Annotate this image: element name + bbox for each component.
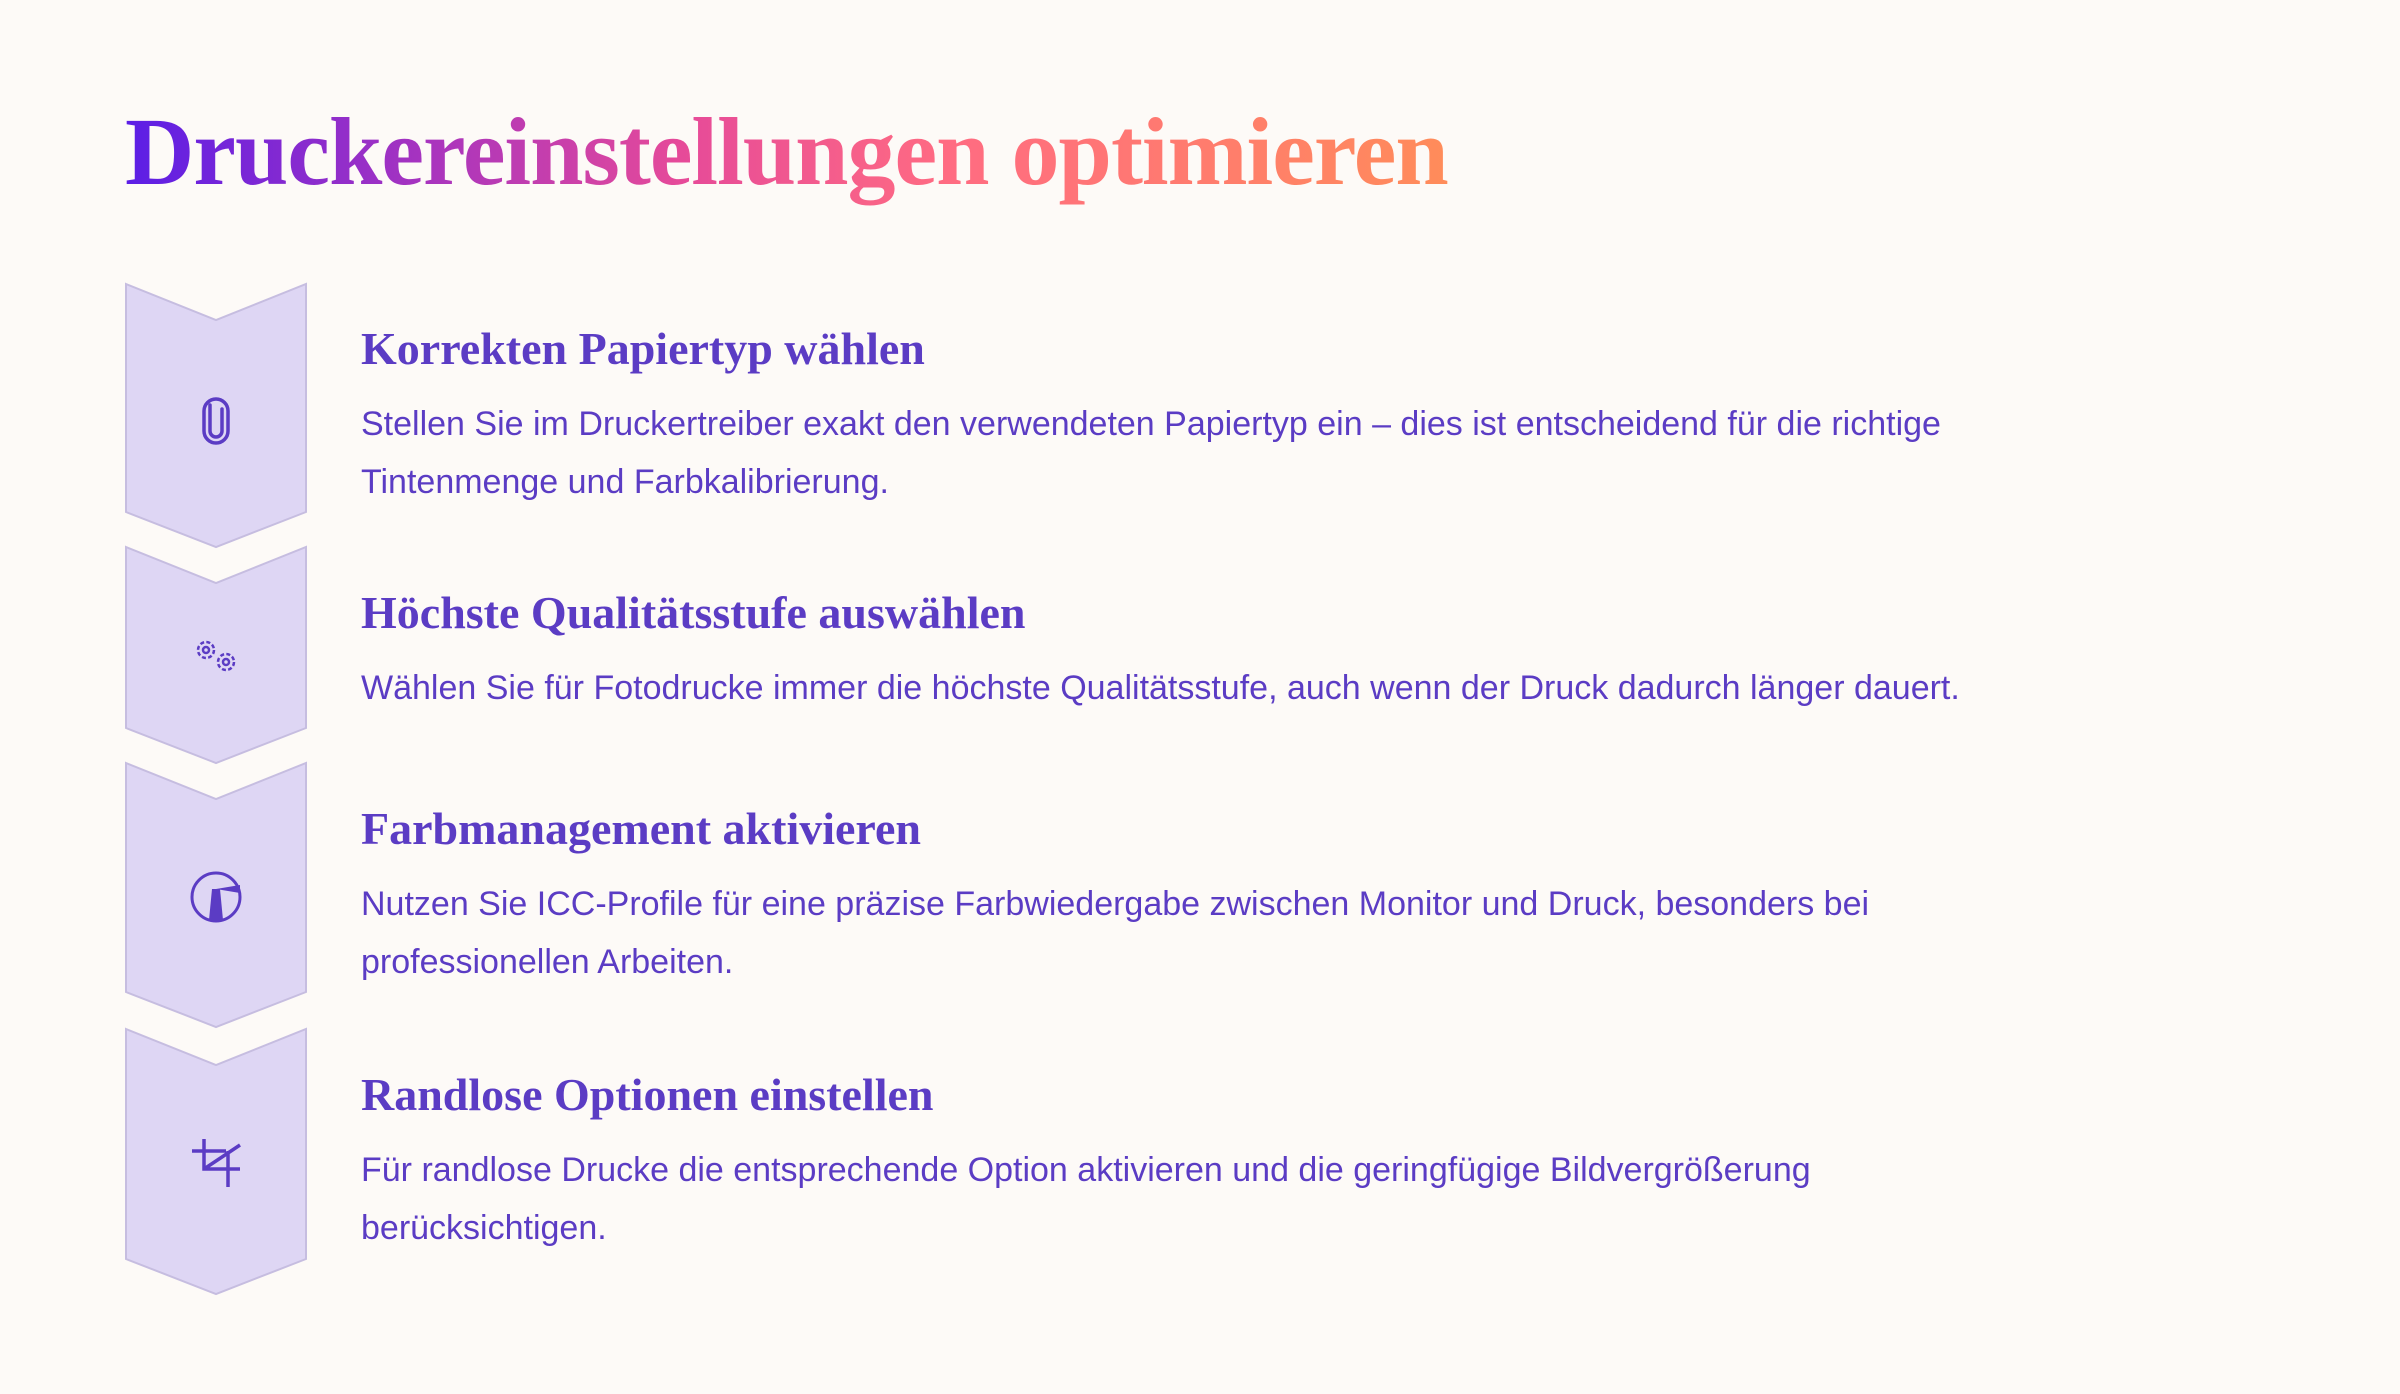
lighthouse-icon xyxy=(190,871,242,923)
step-description: Wählen Sie für Fotodrucke immer die höch… xyxy=(361,669,1960,707)
step-2-chevron xyxy=(125,545,307,765)
step-3-chevron xyxy=(125,761,307,1029)
step-2: Höchste Qualitätsstufe auswählen Wählen … xyxy=(361,585,2261,717)
step-description: Nutzen Sie ICC-Profile für eine präzise … xyxy=(361,885,1870,981)
page-title: Druckereinstellungen optimieren xyxy=(125,92,1449,212)
gears-icon xyxy=(196,640,236,672)
step-3: Farbmanagement aktivieren Nutzen Sie ICC… xyxy=(361,801,2261,991)
step-4: Randlose Optionen einstellen Für randlos… xyxy=(361,1067,2261,1257)
step-description: Für randlose Drucke die entsprechende Op… xyxy=(361,1151,1811,1247)
step-heading: Farbmanagement aktivieren xyxy=(361,803,922,854)
step-heading: Höchste Qualitätsstufe auswählen xyxy=(361,587,1026,638)
step-1-chevron xyxy=(125,282,307,549)
crop-icon xyxy=(192,1139,241,1187)
step-4-chevron xyxy=(125,1027,307,1296)
step-heading: Randlose Optionen einstellen xyxy=(361,1069,934,1120)
step-description: Stellen Sie im Druckertreiber exakt den … xyxy=(361,405,1941,501)
step-heading: Korrekten Papiertyp wählen xyxy=(361,323,925,374)
step-1: Korrekten Papiertyp wählen Stellen Sie i… xyxy=(361,321,2261,511)
paperclip-icon xyxy=(202,397,230,445)
